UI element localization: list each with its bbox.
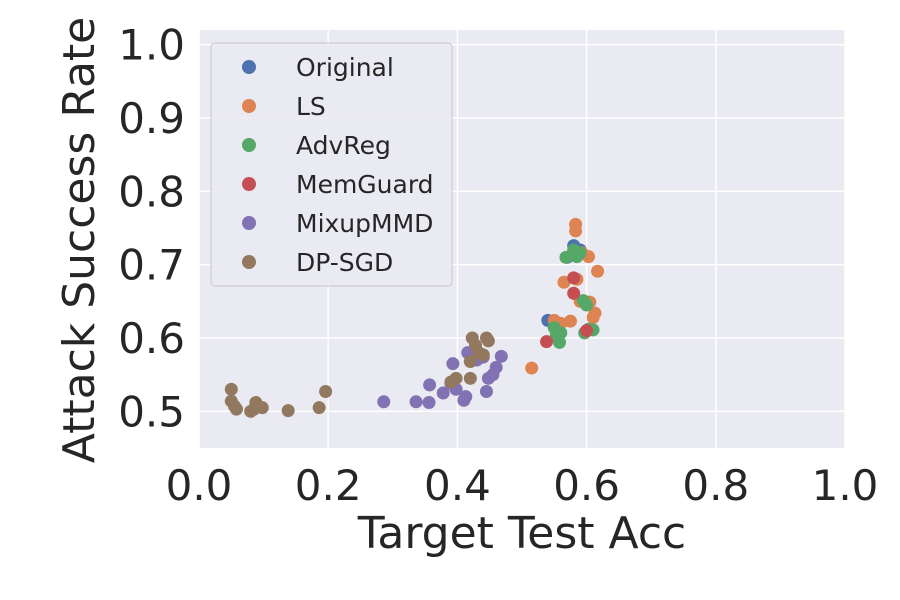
x-tick-label: 0.6 <box>553 461 620 510</box>
point-memguard <box>580 324 594 338</box>
point-ls <box>525 361 539 375</box>
legend-marker-advreg <box>242 138 256 152</box>
data-points <box>224 217 605 418</box>
point-dp-sgd <box>229 402 243 416</box>
legend-marker-mixupmmd <box>242 216 256 230</box>
point-dp-sgd <box>476 348 490 362</box>
point-ls <box>588 306 602 320</box>
x-tick-label: 0.0 <box>166 461 233 510</box>
x-tick-label: 1.0 <box>812 461 879 510</box>
point-mixupmmd <box>409 395 423 409</box>
point-mixupmmd <box>377 395 391 409</box>
point-advreg <box>580 298 594 312</box>
point-advreg <box>573 246 587 260</box>
legend-label-advreg: AdvReg <box>296 131 391 160</box>
legend-marker-dp-sgd <box>242 255 256 269</box>
point-memguard <box>567 286 581 300</box>
point-mixupmmd <box>446 357 460 371</box>
point-dp-sgd <box>224 382 238 396</box>
point-dp-sgd <box>481 334 495 348</box>
x-tick-label: 0.8 <box>682 461 749 510</box>
y-axis-label: Attack Success Rate <box>54 17 105 463</box>
legend-box <box>210 42 453 287</box>
point-mixupmmd <box>479 385 493 399</box>
point-mixupmmd <box>423 378 437 392</box>
point-mixupmmd <box>489 360 503 374</box>
point-mixupmmd <box>436 386 450 400</box>
point-memguard <box>567 271 581 285</box>
point-dp-sgd <box>463 371 477 385</box>
legend-marker-original <box>242 60 256 74</box>
y-tick-label: 0.7 <box>118 241 185 290</box>
point-dp-sgd <box>463 354 477 368</box>
point-memguard <box>540 335 554 349</box>
point-mixupmmd <box>459 390 473 404</box>
x-tick-label: 0.4 <box>424 461 491 510</box>
legend-label-original: Original <box>296 53 394 82</box>
legend-label-mixupmmd: MixupMMD <box>296 209 433 238</box>
legend: Original LS AdvReg MemGuard MixupMMD DP-SGD <box>210 42 453 287</box>
x-axis-label: Target Test Acc <box>357 508 686 559</box>
point-dp-sgd <box>319 385 333 399</box>
legend-label-dp-sgd: DP-SGD <box>296 248 393 277</box>
legend-label-ls: LS <box>296 92 326 121</box>
legend-label-memguard: MemGuard <box>296 170 434 199</box>
point-ls <box>563 314 577 328</box>
y-tick-label: 0.8 <box>118 167 185 216</box>
legend-items: Original LS AdvReg MemGuard MixupMMD DP-SGD <box>242 53 434 277</box>
y-tick-label: 0.6 <box>118 314 185 363</box>
legend-marker-memguard <box>242 177 256 191</box>
point-dp-sgd <box>255 401 269 415</box>
point-dp-sgd <box>312 401 326 415</box>
point-ls <box>557 275 571 289</box>
legend-marker-ls <box>242 99 256 113</box>
x-tick-label: 0.2 <box>295 461 362 510</box>
point-advreg <box>549 329 563 343</box>
y-tick-label: 0.5 <box>118 387 185 436</box>
y-tick-label: 1.0 <box>118 21 185 70</box>
x-tick-labels: 0.0 0.2 0.4 0.6 0.8 1.0 <box>166 461 879 510</box>
point-dp-sgd <box>281 404 295 418</box>
y-tick-label: 0.9 <box>118 94 185 143</box>
y-tick-labels: 0.5 0.6 0.7 0.8 0.9 1.0 <box>118 21 185 437</box>
point-ls <box>569 224 583 238</box>
point-ls <box>591 264 605 278</box>
point-mixupmmd <box>422 396 436 410</box>
point-mixupmmd <box>494 349 508 363</box>
point-dp-sgd <box>449 371 463 385</box>
